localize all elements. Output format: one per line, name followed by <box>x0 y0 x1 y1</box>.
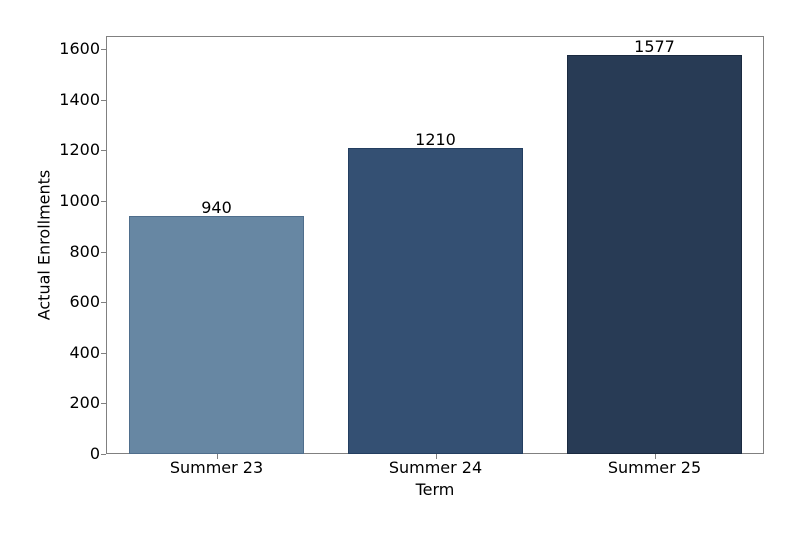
x-axis-label: Term <box>415 480 455 499</box>
y-tick-label: 1600 <box>59 39 100 58</box>
y-tick-mark <box>101 302 106 304</box>
x-tick-mark <box>216 454 218 459</box>
y-tick-label: 1400 <box>59 89 100 109</box>
bar-summer-23 <box>129 216 304 454</box>
bar-value-label: 1210 <box>415 129 456 149</box>
y-tick-label: 800 <box>69 241 100 261</box>
y-tick-label: 1000 <box>59 190 100 210</box>
y-tick-label: 200 <box>69 393 100 413</box>
bar-value-label: 1577 <box>634 36 675 56</box>
x-tick-mark <box>435 454 437 459</box>
y-tick-label: 600 <box>69 292 100 312</box>
x-tick-mark <box>654 454 656 459</box>
y-tick-mark <box>101 200 106 202</box>
x-tick-label: Summer 25 <box>607 458 702 477</box>
y-tick-mark <box>101 49 106 50</box>
y-tick-label: 0 <box>89 444 100 463</box>
y-tick-mark <box>101 454 106 455</box>
y-tick-label: 400 <box>69 342 100 362</box>
y-tick-mark <box>101 352 106 354</box>
y-tick-mark <box>101 150 106 152</box>
bar-summer-24 <box>348 147 523 454</box>
x-tick-label: Summer 24 <box>388 458 483 477</box>
y-axis-label: Actual Enrollments <box>34 169 54 321</box>
y-tick-label: 1200 <box>59 140 100 160</box>
y-tick-mark <box>101 99 106 101</box>
bar-summer-25 <box>567 54 742 454</box>
bar-value-label: 940 <box>201 198 232 218</box>
y-tick-mark <box>101 403 106 405</box>
x-tick-label: Summer 23 <box>169 458 264 477</box>
y-tick-mark <box>101 251 106 253</box>
